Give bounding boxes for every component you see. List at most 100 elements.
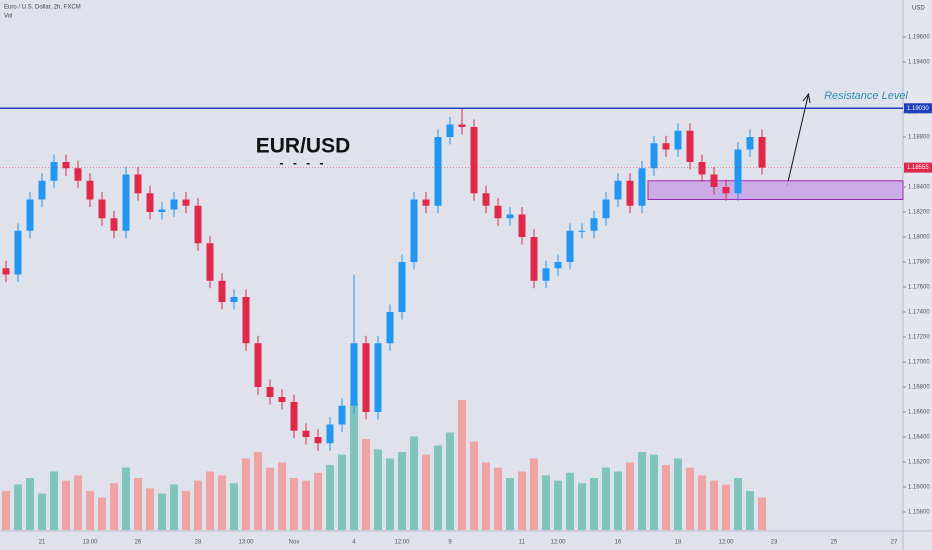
candle-body (434, 137, 442, 206)
candle-body (638, 168, 646, 206)
candle-body (50, 162, 58, 181)
x-tick-label: 27 (891, 540, 898, 546)
y-tick-label: 1.19600 (908, 35, 930, 41)
volume-bar (662, 465, 670, 530)
candle-body (602, 199, 610, 219)
candle-body (302, 430, 310, 437)
volume-bar (686, 467, 694, 530)
volume-bar (566, 472, 574, 530)
volume-bar (506, 478, 514, 530)
volume-bar (422, 454, 430, 530)
candle-body (2, 268, 10, 275)
volume-bar (122, 467, 130, 530)
candle-body (38, 180, 46, 200)
volume-bar (530, 458, 538, 530)
candle-body (98, 199, 106, 219)
candle-body (86, 180, 94, 200)
volume-bar (386, 458, 394, 530)
resistance-label-box (904, 103, 932, 114)
candle-body (530, 237, 538, 281)
volume-bar (218, 475, 226, 530)
volume-bar (242, 458, 250, 530)
candle-body (206, 243, 214, 281)
volume-bar (254, 452, 262, 530)
last-price-label: 1.18555 (907, 165, 929, 171)
candle-body (650, 143, 658, 169)
y-tick-label: 1.16200 (908, 460, 930, 466)
y-tick-label: 1.18400 (908, 185, 930, 191)
candle-body (758, 137, 766, 168)
volume-bar (446, 432, 454, 530)
candle-body (722, 187, 730, 194)
candle-body (494, 205, 502, 219)
volume-bar (758, 497, 766, 530)
candle-body (62, 162, 70, 169)
y-tick-label: 1.17200 (908, 335, 930, 341)
candle-body (122, 174, 130, 231)
volume-bar (434, 445, 442, 530)
candle-body (14, 230, 22, 275)
plot: 1.196001.194001.190001.188001.184001.182… (0, 35, 932, 546)
volume-bar (98, 497, 106, 530)
volume-bar (482, 462, 490, 530)
x-tick-label: 28 (195, 540, 202, 546)
y-tick-label: 1.16000 (908, 485, 930, 491)
arrow-head (802, 92, 811, 104)
volume-label: Vol (4, 14, 12, 20)
annotation: Resistance Level (824, 90, 908, 102)
symbol-title: Euro / U.S. Dollar, 2h, FXCM (4, 5, 81, 11)
candle-body (506, 214, 514, 219)
volume-bar (302, 480, 310, 530)
volume-bar (158, 493, 166, 530)
candle-body (230, 297, 238, 302)
y-tick-label: 1.17800 (908, 260, 930, 266)
candle-body (182, 199, 190, 206)
x-tick-label: 26 (135, 540, 142, 546)
y-tick-label: 1.17600 (908, 285, 930, 291)
volume-bar (50, 471, 58, 530)
y-tick-label: 1.16600 (908, 410, 930, 416)
volume-bar (734, 478, 742, 530)
volume-bar (134, 478, 142, 530)
y-tick-label: 1.18000 (908, 235, 930, 241)
volume-bar (374, 449, 382, 530)
candle-body (134, 174, 142, 194)
candle-body (662, 143, 670, 150)
y-tick-label: 1.16400 (908, 435, 930, 441)
candle-body (554, 262, 562, 269)
y-tick-label: 1.15800 (908, 510, 930, 516)
candle-body (26, 199, 34, 231)
volume-bar (650, 454, 658, 530)
y-tick-label: 1.18200 (908, 210, 930, 216)
volume-bar (110, 483, 118, 530)
candle-body (578, 230, 586, 232)
volume-bar (614, 471, 622, 530)
volume-bar (554, 480, 562, 530)
x-tick-label: 13:00 (82, 540, 98, 546)
candle-body (458, 124, 466, 127)
x-tick-label: 12:00 (550, 540, 566, 546)
candle-body (254, 343, 262, 387)
candle-body (218, 280, 226, 302)
resistance-label: 1.19030 (907, 106, 929, 112)
volume-bar (518, 471, 526, 530)
chart-title: EUR/USD (256, 135, 351, 158)
volume-bar (458, 400, 466, 530)
volume-bar (14, 484, 22, 530)
candle-body (614, 180, 622, 200)
candle-body (158, 209, 166, 212)
volume-bar (578, 483, 586, 530)
candle-body (566, 230, 574, 262)
candle-body (746, 137, 754, 150)
x-tick-label: 12:00 (718, 540, 734, 546)
volume-bar (398, 452, 406, 530)
volume-bar (602, 467, 610, 530)
x-tick-label: 16 (615, 540, 622, 546)
volume-bar (698, 475, 706, 530)
volume-bar (230, 483, 238, 530)
volume-bar (2, 491, 10, 530)
y-tick-label: 1.19400 (908, 60, 930, 66)
volume-bar (350, 402, 358, 530)
candle-body (290, 402, 298, 431)
y-tick-label: 1.18800 (908, 135, 930, 141)
